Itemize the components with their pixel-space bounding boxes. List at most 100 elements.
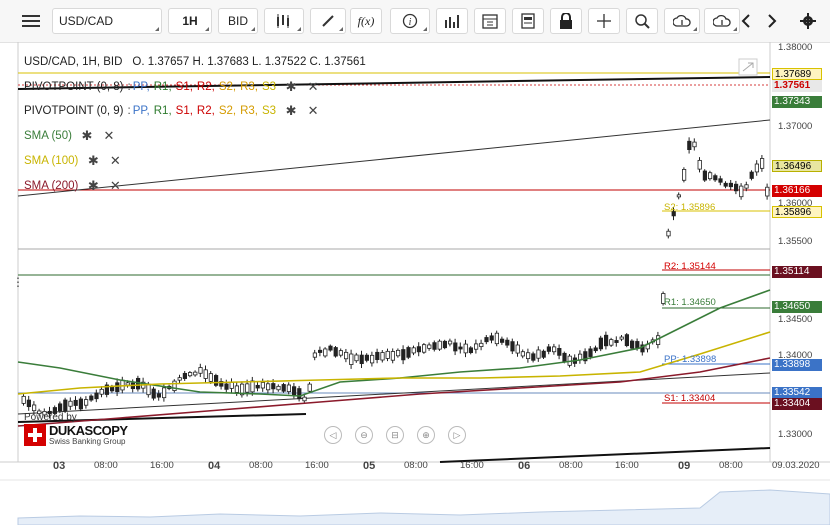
candle-body — [52, 407, 58, 414]
indicator-name: SMA (100) — [24, 155, 79, 167]
candle-body — [250, 380, 255, 393]
candle-body — [219, 381, 224, 387]
candle-body — [598, 337, 604, 350]
zoom-button[interactable] — [626, 8, 658, 34]
template-button[interactable] — [512, 8, 544, 34]
lock-icon — [560, 13, 572, 29]
close-icon[interactable]: ✕ — [109, 178, 121, 193]
level-pp: PP, — [132, 105, 150, 117]
candle-body — [453, 342, 458, 352]
gear-icon[interactable]: ✱ — [285, 79, 297, 94]
candles-group — [21, 137, 770, 419]
indicator-row-sma-200[interactable]: SMA (200) ✱ ✕ — [24, 178, 126, 193]
candle-body — [359, 354, 364, 365]
crosshair-button[interactable] — [588, 8, 620, 34]
upload-button[interactable] — [664, 8, 700, 34]
calendar-icon — [482, 14, 498, 29]
close-icon[interactable]: ✕ — [103, 128, 115, 143]
trend-line-bottom — [17, 413, 307, 423]
candle-body — [333, 347, 338, 357]
candle-body — [312, 352, 318, 358]
download-button[interactable] — [704, 8, 740, 34]
candle-body — [354, 354, 359, 362]
candle-body — [765, 186, 770, 197]
ohlc-header: USD/CAD, 1H, BID O. 1.37657 H. 1.37683 L… — [24, 56, 370, 68]
cloud-download-icon — [713, 14, 731, 27]
candle-body — [78, 398, 83, 410]
nav-back-button[interactable]: ◁ — [324, 426, 342, 444]
zoom-in-button[interactable]: ⊕ — [417, 426, 435, 444]
volume-button[interactable] — [436, 8, 468, 34]
gear-icon[interactable]: ✱ — [87, 178, 99, 193]
level-r1: R1, — [153, 81, 172, 93]
nav-forward-button[interactable]: ▷ — [448, 426, 466, 444]
level-s2: S2, — [218, 105, 237, 117]
brand-name: DUKASCOPY — [49, 423, 128, 438]
close-icon[interactable]: ✕ — [307, 79, 319, 94]
candle-body — [520, 351, 526, 357]
indicator-row-pivot-8[interactable]: PIVOTPOINT (0, 8) : PP, R1, S1, R2, S2, … — [24, 79, 319, 94]
side-select[interactable]: BID — [218, 8, 258, 34]
candle-body — [416, 346, 422, 353]
price-tag: 1.36496 — [772, 160, 822, 172]
price-tag: 1.37343 — [772, 96, 822, 108]
candle-body — [349, 353, 354, 365]
scroll-right-button[interactable] — [762, 8, 782, 34]
candle-body — [239, 383, 245, 396]
candle-body — [89, 395, 94, 401]
trend-line-lower — [17, 372, 771, 415]
reset-view-button[interactable]: ⊟ — [386, 426, 404, 444]
level-s3: S3 — [262, 105, 277, 117]
candle-body — [552, 346, 557, 353]
indicator-row-sma-100[interactable]: SMA (100) ✱ ✕ — [24, 153, 126, 168]
gear-icon[interactable]: ✱ — [81, 128, 93, 143]
candle-body — [385, 350, 390, 359]
info-button[interactable]: i — [390, 8, 430, 34]
candle-body — [541, 350, 546, 358]
time-axis-label: 08:00 — [719, 460, 743, 471]
settings-button[interactable] — [796, 8, 820, 34]
lock-button[interactable] — [550, 8, 582, 34]
navigator-chart[interactable] — [0, 480, 830, 525]
candle-body — [151, 388, 156, 399]
time-axis-label: 08:00 — [559, 460, 583, 471]
gear-icon[interactable]: ✱ — [87, 153, 99, 168]
symbol-select[interactable]: USD/CAD — [52, 8, 162, 34]
level-r3: R3, — [240, 81, 258, 93]
candle-body — [557, 347, 562, 356]
indicator-row-sma-50[interactable]: SMA (50) ✱ ✕ — [24, 128, 120, 143]
candle-body — [754, 163, 760, 173]
sma-100-line — [17, 331, 771, 395]
draw-button[interactable] — [310, 8, 346, 34]
candle-body — [104, 384, 109, 395]
brand-logo: Powered by DUKASCOPY Swiss Banking Group — [24, 412, 128, 446]
candle-body — [32, 404, 37, 412]
candle-body — [343, 351, 349, 360]
candle-body — [411, 347, 416, 354]
candle-body — [58, 403, 63, 412]
time-axis-label: 03 — [53, 460, 66, 472]
crosshair-icon — [597, 14, 611, 28]
price-chart[interactable]: ⋮ — [0, 42, 830, 525]
level-s1: S1, — [175, 81, 193, 93]
candle-body — [234, 385, 239, 393]
candle-body — [635, 341, 640, 349]
price-axis-label: 1.35500 — [778, 236, 813, 247]
price-axis-label: 1.34500 — [778, 314, 813, 325]
pencil-icon — [322, 15, 334, 27]
calendar-button[interactable] — [474, 8, 506, 34]
close-icon[interactable]: ✕ — [109, 153, 121, 168]
chart-area[interactable]: ⋮ USD/CAD, 1H, BID O. 1.37657 H. 1.37683… — [0, 42, 830, 525]
candle-body — [224, 383, 229, 390]
zoom-out-button[interactable]: ⊖ — [355, 426, 373, 444]
scroll-left-button[interactable] — [736, 8, 756, 34]
close-icon[interactable]: ✕ — [307, 103, 319, 118]
timeframe-select[interactable]: 1H — [168, 8, 212, 34]
gear-icon[interactable]: ✱ — [285, 103, 297, 118]
candle-body — [47, 410, 52, 415]
indicators-button[interactable]: f(x) — [350, 8, 382, 34]
candle-body — [193, 371, 198, 376]
indicator-row-pivot-9[interactable]: PIVOTPOINT (0, 9) : PP, R1, S1, R2, S2, … — [24, 103, 319, 118]
chart-type-button[interactable] — [264, 8, 304, 34]
menu-button[interactable] — [16, 8, 46, 34]
